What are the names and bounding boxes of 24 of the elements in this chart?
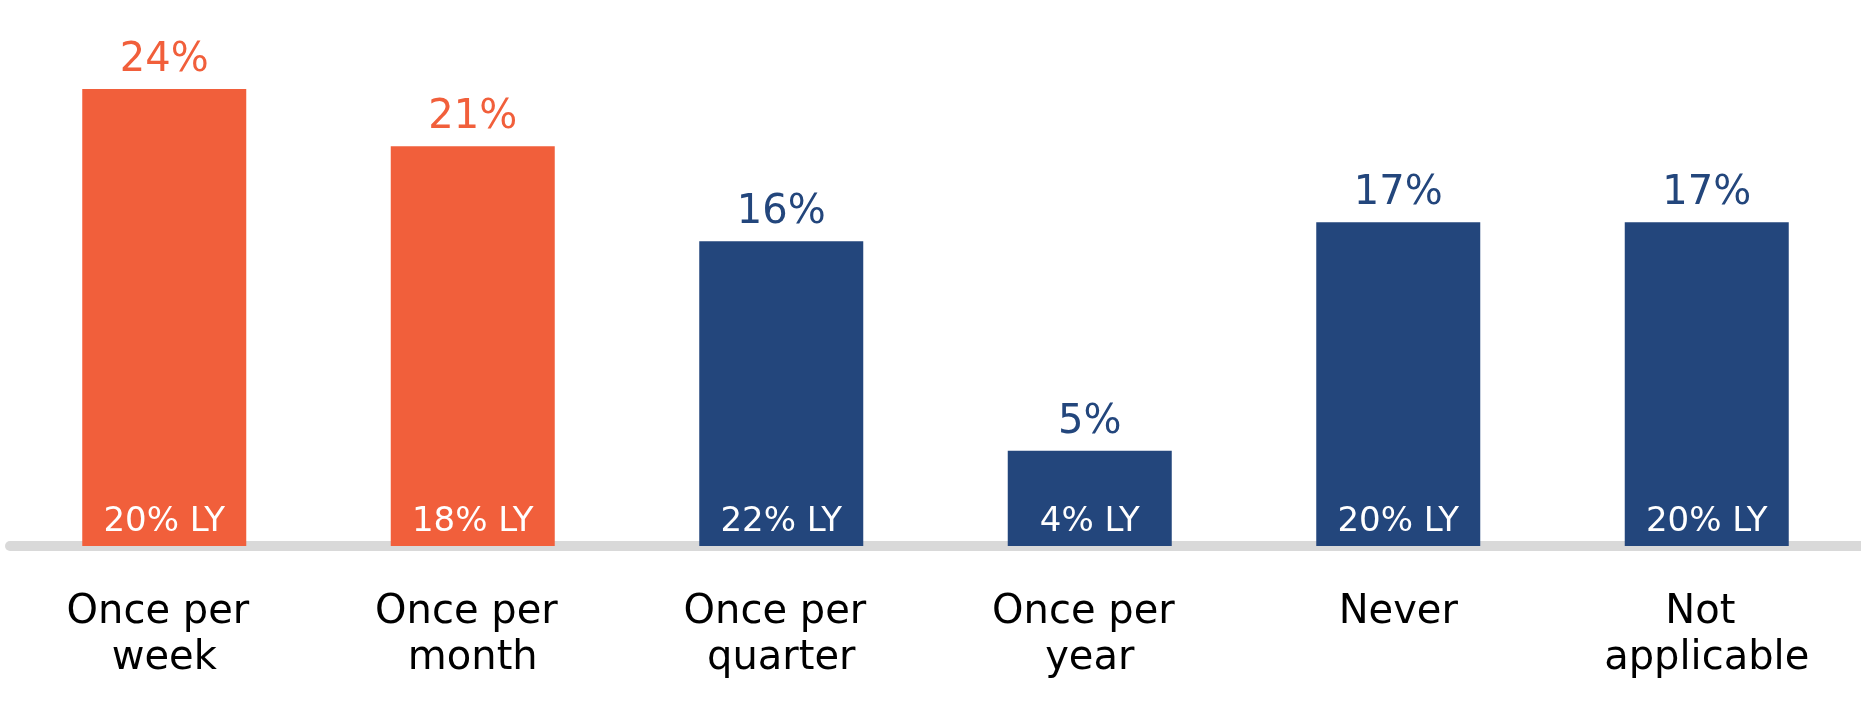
bar (82, 89, 247, 546)
data-label: 5% (1058, 395, 1122, 442)
x-tick-label: Not applicable (1604, 586, 1810, 678)
x-tick-label: Once per month (375, 586, 571, 678)
annotation: 4% LY (1039, 499, 1140, 539)
annotation: 20% LY (1337, 499, 1460, 539)
data-label: 17% (1353, 167, 1443, 214)
data-label: 24% (119, 34, 209, 81)
data-label: 21% (428, 91, 518, 138)
bar (390, 146, 555, 546)
annotation: 20% LY (1645, 499, 1768, 539)
annotation: 20% LY (103, 499, 226, 539)
data-label: 16% (736, 186, 826, 233)
x-tick-label: Once per quarter (683, 586, 879, 678)
x-tick-label: Never (1338, 586, 1459, 632)
bar (1624, 222, 1789, 546)
bar (1316, 222, 1481, 546)
x-tick-label: Once per week (66, 586, 262, 678)
data-label: 17% (1662, 167, 1752, 214)
annotation: 22% LY (720, 499, 843, 539)
bar (699, 241, 864, 546)
x-tick-label: Once per year (992, 586, 1188, 678)
bar (1007, 450, 1172, 546)
annotation: 18% LY (411, 499, 534, 539)
